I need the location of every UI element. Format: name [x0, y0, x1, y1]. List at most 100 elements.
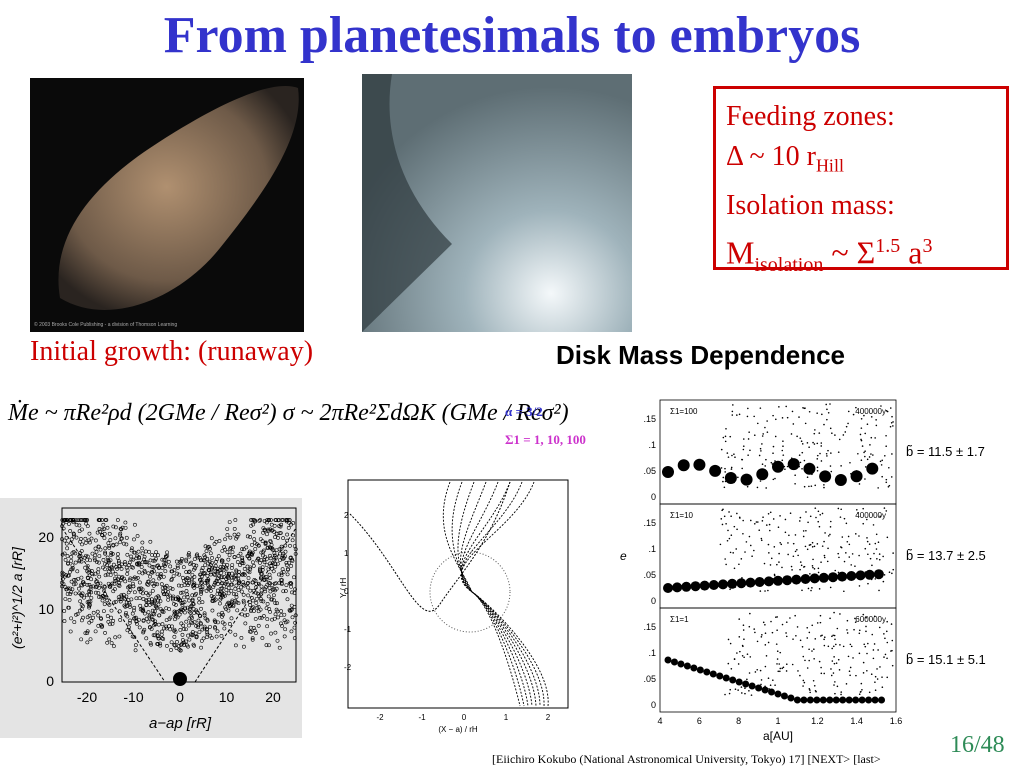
dot — [245, 581, 250, 586]
dot — [193, 566, 198, 571]
dot — [236, 581, 241, 586]
dot — [733, 453, 735, 455]
dot — [280, 578, 284, 583]
dot — [215, 629, 220, 634]
dot — [60, 573, 65, 578]
dot — [293, 587, 297, 592]
dot — [89, 536, 94, 541]
dot — [112, 587, 117, 592]
dot — [886, 676, 889, 679]
dot — [178, 590, 183, 595]
dot — [201, 570, 206, 575]
panel-frame — [659, 607, 897, 713]
dot — [746, 415, 749, 418]
dot — [883, 507, 886, 509]
dot — [184, 619, 189, 624]
dot — [267, 607, 272, 611]
dot — [193, 593, 197, 598]
dot — [888, 571, 891, 574]
dot — [801, 645, 804, 648]
embryo — [683, 662, 691, 670]
embryo — [773, 575, 783, 586]
dot — [60, 577, 65, 581]
dot — [187, 581, 191, 586]
dot — [212, 566, 217, 571]
embryo — [772, 460, 784, 473]
dot — [275, 561, 280, 566]
dot — [259, 597, 263, 601]
dot — [192, 557, 197, 561]
dot — [730, 468, 733, 470]
dot — [814, 638, 817, 640]
dot — [222, 626, 227, 631]
dot — [778, 552, 780, 555]
dot — [749, 519, 752, 522]
dot — [87, 605, 92, 610]
y-tick-label: .05 — [643, 674, 656, 684]
dot — [262, 528, 267, 533]
dot — [77, 523, 82, 528]
dot — [88, 558, 92, 563]
dot — [287, 608, 292, 613]
dot — [161, 589, 165, 594]
dot — [867, 553, 869, 556]
dot — [872, 524, 875, 526]
dot — [281, 589, 286, 594]
dot — [264, 643, 269, 648]
dot — [767, 589, 769, 592]
dot — [215, 557, 219, 562]
dot — [206, 568, 211, 572]
dot — [191, 642, 196, 647]
x-tick-label: 1.2 — [811, 716, 824, 726]
dot — [815, 516, 817, 519]
dot — [151, 601, 156, 606]
dot — [203, 563, 208, 568]
dot — [781, 667, 783, 670]
dot — [873, 552, 875, 555]
dot — [832, 645, 835, 648]
dot — [123, 560, 127, 564]
dot — [97, 560, 101, 565]
dot — [747, 454, 749, 456]
dot — [187, 623, 191, 628]
dot — [835, 643, 837, 646]
dot — [132, 616, 137, 621]
dot — [885, 434, 887, 437]
dot — [87, 531, 92, 536]
dot — [174, 614, 178, 619]
dot — [170, 587, 175, 591]
dot — [64, 518, 68, 522]
dot — [137, 570, 142, 575]
dot — [803, 459, 806, 462]
dot — [840, 693, 842, 696]
dot — [62, 609, 67, 613]
dot — [173, 629, 178, 634]
dot — [206, 578, 211, 583]
dot — [173, 602, 178, 607]
dot — [89, 590, 93, 595]
dot — [177, 559, 182, 564]
hill-circle — [429, 551, 511, 633]
dot — [248, 603, 252, 607]
dot — [789, 617, 791, 619]
dot — [186, 570, 191, 575]
dot — [790, 565, 793, 568]
dot — [770, 620, 772, 623]
dot — [156, 602, 161, 607]
dot — [196, 618, 201, 623]
embryo — [800, 574, 811, 584]
dot — [827, 449, 829, 452]
dot — [132, 616, 136, 621]
dot — [791, 663, 794, 666]
dot — [83, 631, 88, 636]
dot — [241, 600, 246, 605]
dot — [152, 569, 156, 574]
dot — [204, 549, 209, 554]
dot — [222, 545, 227, 550]
dot — [226, 608, 231, 613]
dot — [861, 689, 863, 691]
dot — [790, 433, 793, 435]
dot — [758, 529, 761, 532]
dot — [208, 588, 213, 593]
dot — [292, 591, 297, 595]
